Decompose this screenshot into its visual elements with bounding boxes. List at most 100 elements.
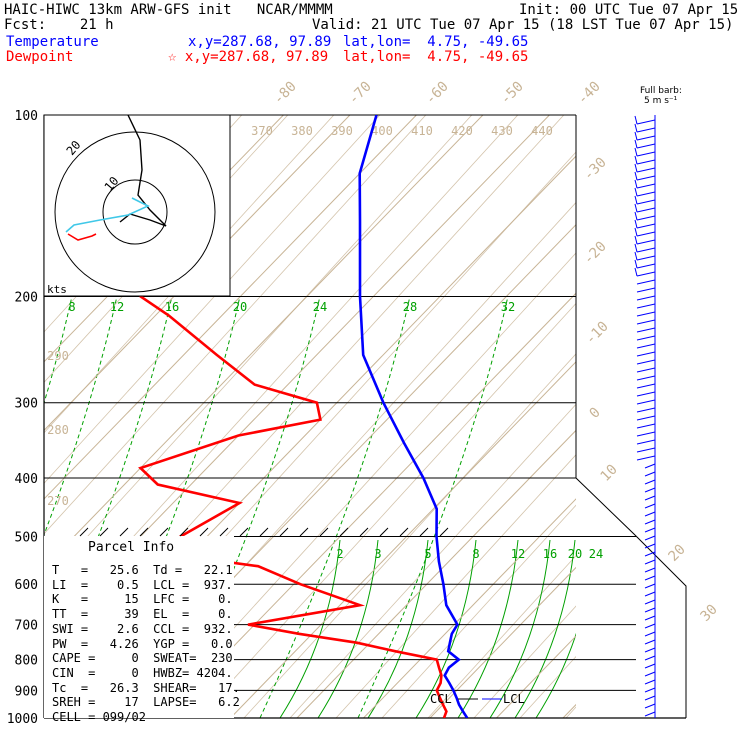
wind-barb-feather [634,155,638,165]
wind-barb-feather [634,219,638,229]
wind-barb [636,391,656,397]
mixing-ratio-line-low [317,539,379,718]
wind-barb-feather [634,163,638,173]
dry-adiabat-line [243,353,576,718]
hatch-mark [359,527,369,537]
dry-adiabat-line [381,504,576,718]
wind-barb [644,703,656,709]
dry-adiabat-line [197,302,576,718]
theta-label: 410 [411,124,433,138]
wind-barb-feather [634,227,638,237]
wind-barb [636,263,656,269]
mixing-ratio-label: 28 [403,300,417,314]
wind-barb [644,615,656,621]
wind-barb [644,631,656,637]
pressure-tick-label: 600 [15,578,38,593]
wind-barb [644,487,656,493]
wind-barb [636,367,656,373]
dewpoint-cursor-xy: ☆ x,y=287.68, 97.89 [168,49,329,65]
dry-adiabat-line [44,115,335,434]
ccl-label: CCL [430,692,452,706]
wind-barb [636,351,656,357]
wind-barb [644,559,656,565]
header-forecast: Fcst: 21 h [4,17,114,33]
wind-barb [636,143,656,149]
pressure-tick-label: 900 [15,684,38,699]
dry-adiabat-line [289,403,576,718]
wind-barb [636,255,656,261]
parcel-info-row: SWI = 2.6 CCL = 932. [52,621,233,636]
wind-barb [644,575,656,581]
hatch-mark [99,527,109,537]
wind-barb-feather [634,115,638,125]
wind-barb [636,399,656,405]
wind-barb-feather [634,203,638,213]
isotherm-label: 30 [698,602,721,625]
wind-barb [636,319,656,325]
hatch-mark [439,527,449,537]
wind-barb [636,303,656,309]
wind-barb-feather [634,179,638,189]
isotherm-label: -80 [271,79,300,108]
mixing-ratio-label: 32 [501,300,515,314]
wind-barb [636,175,656,181]
hodograph-ring-outer [54,131,216,293]
parcel-info-row: SREH = 17 LAPSE= 6.2 [52,695,240,710]
wind-barb [636,383,656,389]
hatch-mark [179,527,189,537]
dry-adiabat-line [151,252,576,718]
pressure-tick-label: 100 [15,109,38,124]
wind-barb-feather [634,267,638,277]
wind-barb [636,311,656,317]
wind-barb-feather [634,187,638,197]
wind-barb-feather [634,251,638,261]
isotherm-line [429,566,576,718]
hatch-mark [299,527,309,537]
wind-barb [644,527,656,533]
hatch-mark [219,527,229,537]
wind-barb [636,455,656,461]
wind-barb-feather [634,123,638,133]
wind-barb [636,159,656,165]
wind-barb [644,647,656,653]
wind-barb [636,127,656,133]
wind-barb [636,223,656,229]
hatch-mark [119,527,129,537]
wind-barb [636,207,656,213]
wind-barb [636,247,656,253]
wind-barb-feather [634,195,638,205]
hatch-mark [199,527,209,537]
hodograph-frame [43,114,231,297]
parcel-info-title: Parcel Info [88,540,175,555]
temperature-legend-label: Temperature [6,34,99,50]
hatch-mark [239,527,249,537]
dry-adiabat-line [335,454,576,718]
hodograph-low-trace [67,233,97,241]
dry-adiabat-line [427,555,576,718]
wind-barb [644,623,656,629]
isotherm-label: 0 [587,405,604,422]
temperature-cursor-xy: x,y=287.68, 97.89 [188,34,332,50]
wind-barb-feather [634,259,638,269]
theta-label: 420 [451,124,473,138]
hodograph-upper-trace [119,114,167,227]
parcel-info-background [44,536,234,718]
wind-barb-feather [634,211,638,221]
dry-adiabat-line [612,38,740,718]
mixing-ratio-label: 8 [68,300,75,314]
pressure-tick-label: 500 [15,530,38,545]
wind-barb [644,607,656,613]
wind-barb [644,663,656,669]
mixing-ratio-label: 12 [110,300,124,314]
hatch-mark [79,527,89,537]
mixing-ratio-label-low: 8 [472,547,479,561]
parcel-info-row: LI = 0.5 LCL = 937. [52,577,233,592]
plot-right-border-skew [575,477,687,718]
wind-barb [636,287,656,293]
hatch-mark [379,527,389,537]
dewpoint-cursor-latlon: lat,lon= 4.75, -49.65 [343,49,529,65]
wind-barb-feather [634,139,638,149]
wind-barb [644,599,656,605]
